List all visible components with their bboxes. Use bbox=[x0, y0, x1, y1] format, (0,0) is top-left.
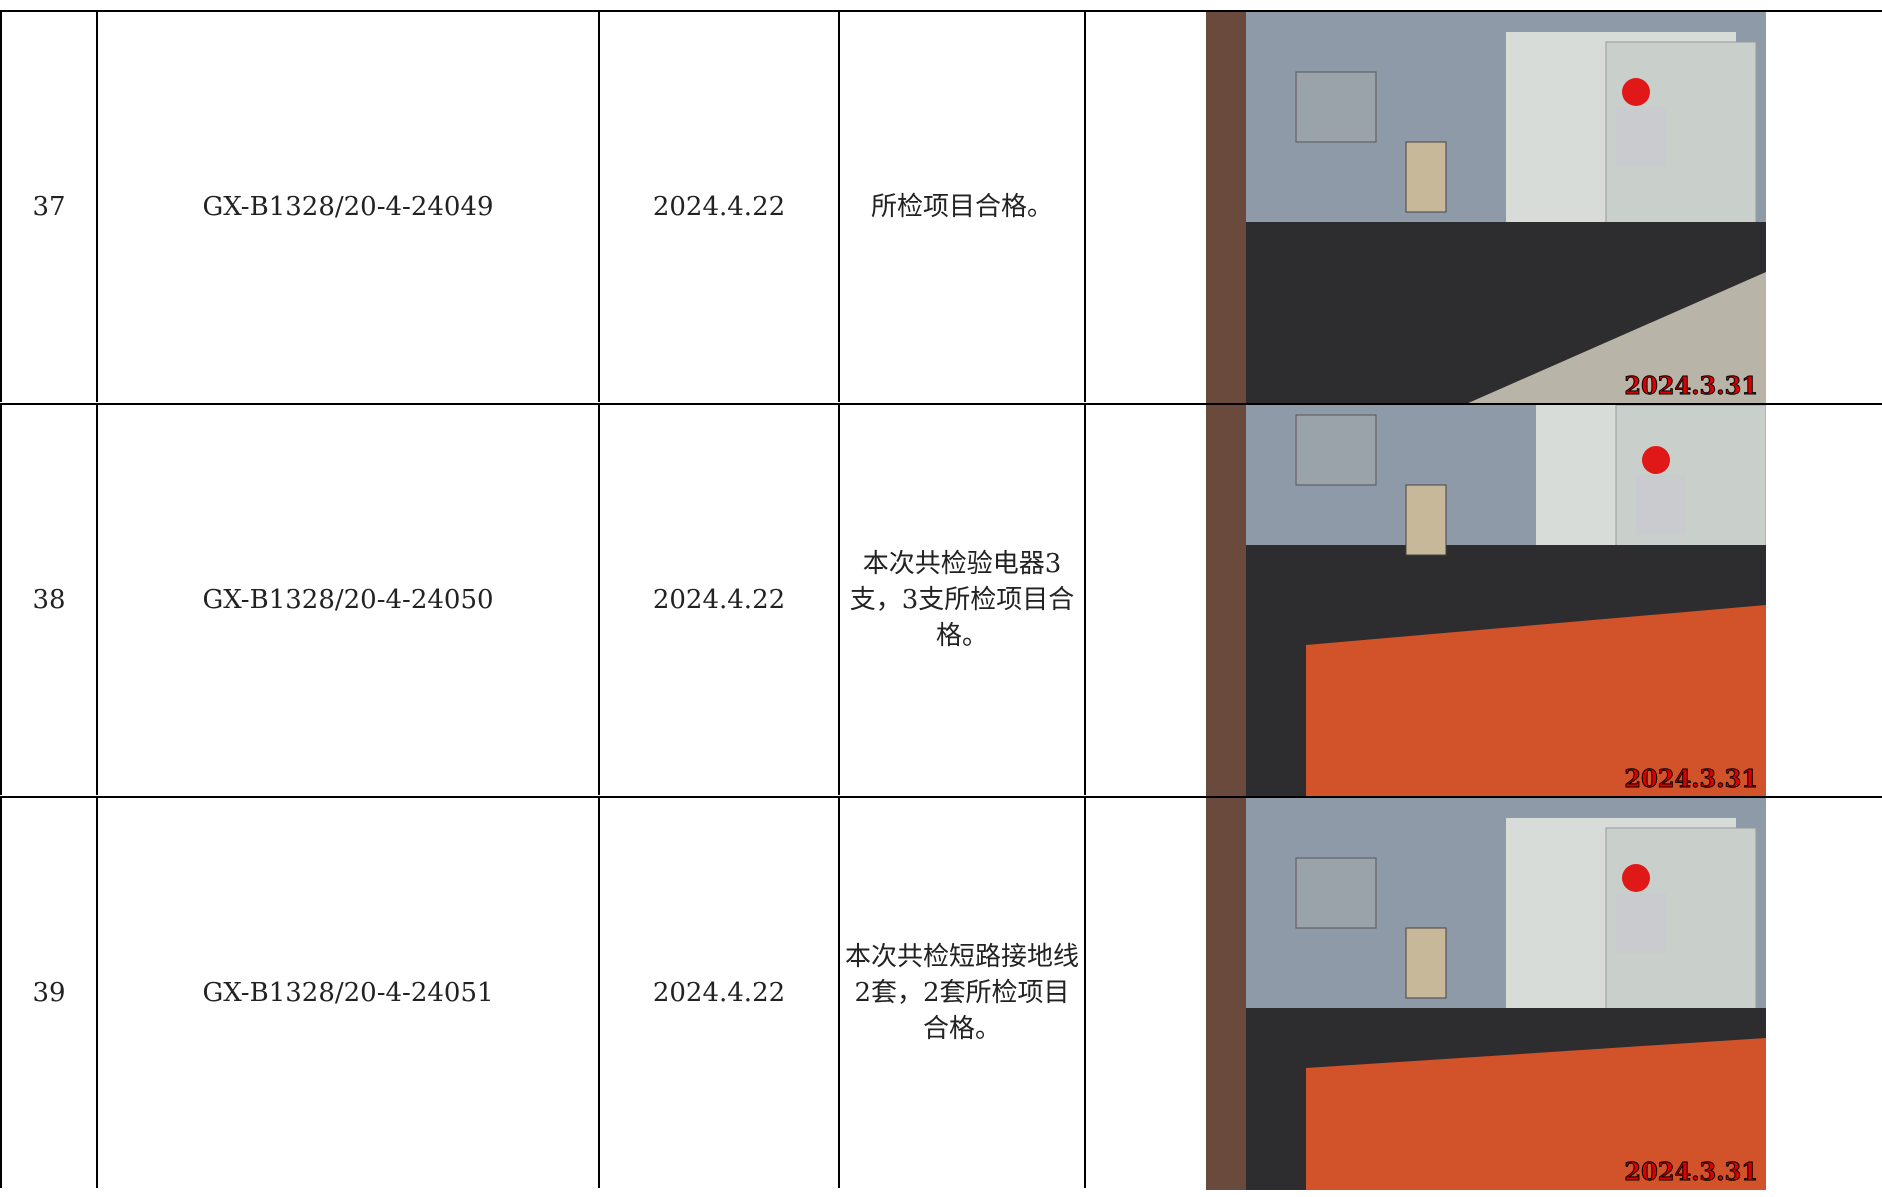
row-number: 38 bbox=[0, 403, 96, 795]
photo-cell: 2024.3.31 bbox=[1084, 403, 1882, 797]
photo-frame: 2024.3.31 bbox=[1206, 12, 1766, 404]
photo-frame: 2024.3.31 bbox=[1206, 404, 1767, 797]
photo-cell: 2024.3.31 bbox=[1084, 796, 1882, 1190]
result-cell: 所检项目合格。 bbox=[838, 10, 1084, 402]
photo-date-stamp: 2024.3.31 bbox=[1624, 1157, 1759, 1187]
photo bbox=[1206, 12, 1766, 404]
code-cell: GX-B1328/20-4-24050 bbox=[96, 403, 598, 795]
date-cell: 2024.4.22 bbox=[598, 10, 838, 402]
photo-cell: 2024.3.31 bbox=[1084, 10, 1882, 404]
table-row: 37 GX-B1328/20-4-24049 2024.4.22 所检项目合格。 20… bbox=[0, 10, 1882, 404]
photo bbox=[1206, 404, 1767, 797]
date-cell: 2024.4.22 bbox=[598, 796, 838, 1188]
code-cell: GX-B1328/20-4-24051 bbox=[96, 796, 598, 1188]
row-number: 39 bbox=[0, 796, 96, 1188]
date-cell: 2024.4.22 bbox=[598, 403, 838, 795]
photo-date-stamp: 2024.3.31 bbox=[1624, 764, 1759, 794]
table-row: 38 GX-B1328/20-4-24050 2024.4.22 本次共检验电器3支，… bbox=[0, 403, 1882, 797]
table-row: 39 GX-B1328/20-4-24051 2024.4.22 本次共检短路接地线2… bbox=[0, 796, 1882, 1190]
result-cell: 本次共检验电器3支，3支所检项目合格。 bbox=[838, 403, 1084, 795]
code-cell: GX-B1328/20-4-24049 bbox=[96, 10, 598, 402]
row-number: 37 bbox=[0, 10, 96, 402]
result-cell: 本次共检短路接地线2套，2套所检项目合格。 bbox=[838, 796, 1084, 1188]
photo-frame: 2024.3.31 bbox=[1206, 798, 1766, 1190]
photo bbox=[1206, 798, 1766, 1190]
photo-date-stamp: 2024.3.31 bbox=[1624, 371, 1759, 401]
